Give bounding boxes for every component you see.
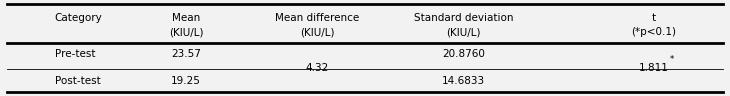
Text: 14.6833: 14.6833 [442, 76, 485, 86]
Text: 4.32: 4.32 [306, 63, 329, 73]
Text: Standard deviation: Standard deviation [414, 13, 513, 23]
Text: *: * [669, 55, 674, 64]
Text: (*p<0.1): (*p<0.1) [631, 27, 676, 37]
Text: Mean: Mean [172, 13, 200, 23]
Text: Mean difference: Mean difference [275, 13, 360, 23]
Text: 20.8760: 20.8760 [442, 49, 485, 59]
Text: 23.57: 23.57 [172, 49, 201, 59]
Text: 1.811: 1.811 [639, 63, 668, 73]
Text: (KIU/L): (KIU/L) [300, 27, 335, 37]
Text: t: t [651, 13, 656, 23]
Text: Category: Category [55, 13, 102, 23]
Text: Pre-test: Pre-test [55, 49, 95, 59]
Text: 19.25: 19.25 [172, 76, 201, 86]
Text: (KIU/L): (KIU/L) [169, 27, 204, 37]
Text: (KIU/L): (KIU/L) [446, 27, 481, 37]
Text: Post-test: Post-test [55, 76, 101, 86]
